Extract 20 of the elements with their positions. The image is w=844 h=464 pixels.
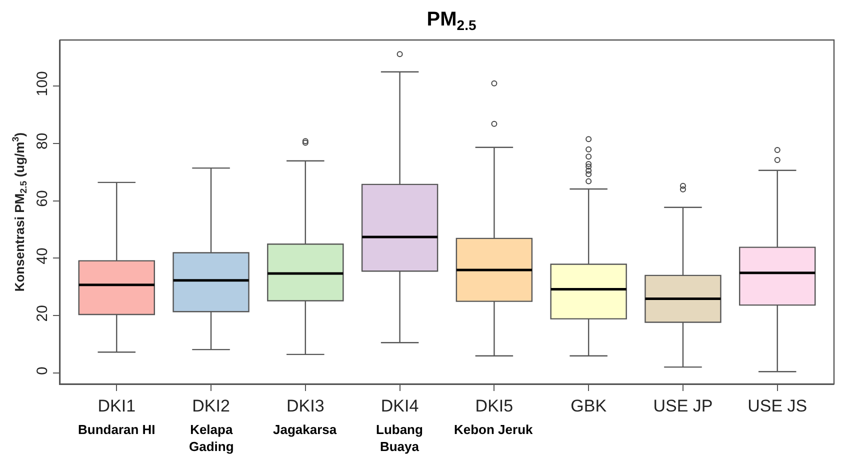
y-tick-label: 20 bbox=[34, 305, 51, 322]
text: Jagakarsa bbox=[273, 422, 338, 437]
x-tick-label: DKI3 bbox=[286, 396, 324, 416]
x-tick-label: GBK bbox=[570, 396, 608, 416]
y-tick-label: 80 bbox=[34, 132, 51, 150]
chart-title: PM$_{2.5}$ bbox=[426, 8, 476, 33]
x-tick-label: DKI4 bbox=[380, 396, 419, 416]
y-tick-label: 40 bbox=[34, 248, 51, 264]
x-tick-label: DKI1 bbox=[98, 396, 136, 416]
x-tick-label: DKI2 bbox=[192, 396, 230, 416]
x-tick-label: DKI5 bbox=[475, 396, 514, 416]
y-tick-label: 100 bbox=[34, 71, 51, 96]
y-tick-label: 0 bbox=[34, 366, 51, 376]
x-tick-label: USE JS bbox=[748, 396, 808, 416]
y-tick-label: 60 bbox=[34, 190, 51, 207]
text: Kelapa Gading bbox=[189, 422, 234, 454]
x-tick-label: USE JP bbox=[653, 396, 713, 416]
text: Lubang Buaya bbox=[376, 422, 423, 454]
text: Kebon Jeruk bbox=[454, 422, 534, 437]
text: Bundaran HI bbox=[78, 422, 156, 437]
